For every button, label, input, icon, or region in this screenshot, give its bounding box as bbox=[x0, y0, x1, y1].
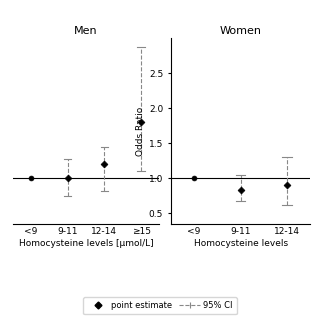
X-axis label: Homocysteine levels [μmol/L]: Homocysteine levels [μmol/L] bbox=[19, 238, 153, 248]
Legend: point estimate, 95% CI: point estimate, 95% CI bbox=[83, 297, 237, 314]
Title: Women: Women bbox=[220, 26, 262, 36]
Title: Men: Men bbox=[74, 26, 98, 36]
X-axis label: Homocysteine levels: Homocysteine levels bbox=[194, 238, 288, 248]
Y-axis label: Odds Ratio: Odds Ratio bbox=[136, 107, 145, 156]
